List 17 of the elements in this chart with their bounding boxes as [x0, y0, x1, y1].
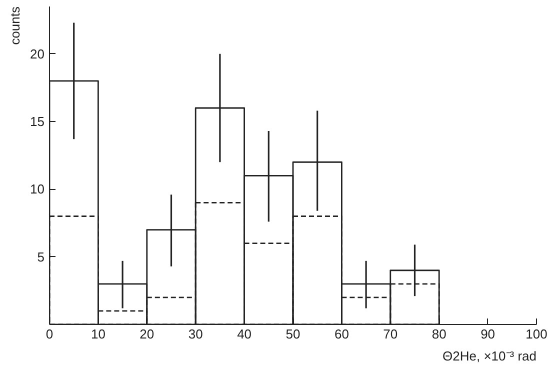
- y-tick-label: 10: [30, 182, 45, 197]
- y-axis-title: counts: [8, 6, 22, 45]
- x-tick-label: 0: [46, 326, 54, 342]
- x-tick-label: 30: [188, 326, 203, 342]
- x-tick-label: 50: [286, 326, 300, 342]
- x-tick-label: 80: [432, 326, 446, 342]
- x-tick-label: 10: [90, 326, 106, 342]
- x-tick-label: 100: [526, 326, 548, 342]
- y-tick-label: 15: [30, 114, 45, 130]
- x-tick-label: 20: [140, 326, 154, 342]
- x-tick-label: 40: [237, 326, 252, 342]
- x-tick-label: 70: [383, 326, 398, 342]
- x-tick-label: 60: [334, 326, 349, 342]
- x-axis-title: Θ2He, ×10⁻³ rad: [442, 348, 537, 364]
- x-tick-label: 90: [480, 326, 496, 342]
- y-tick-label: 20: [30, 46, 45, 62]
- y-tick-label: 5: [37, 249, 45, 264]
